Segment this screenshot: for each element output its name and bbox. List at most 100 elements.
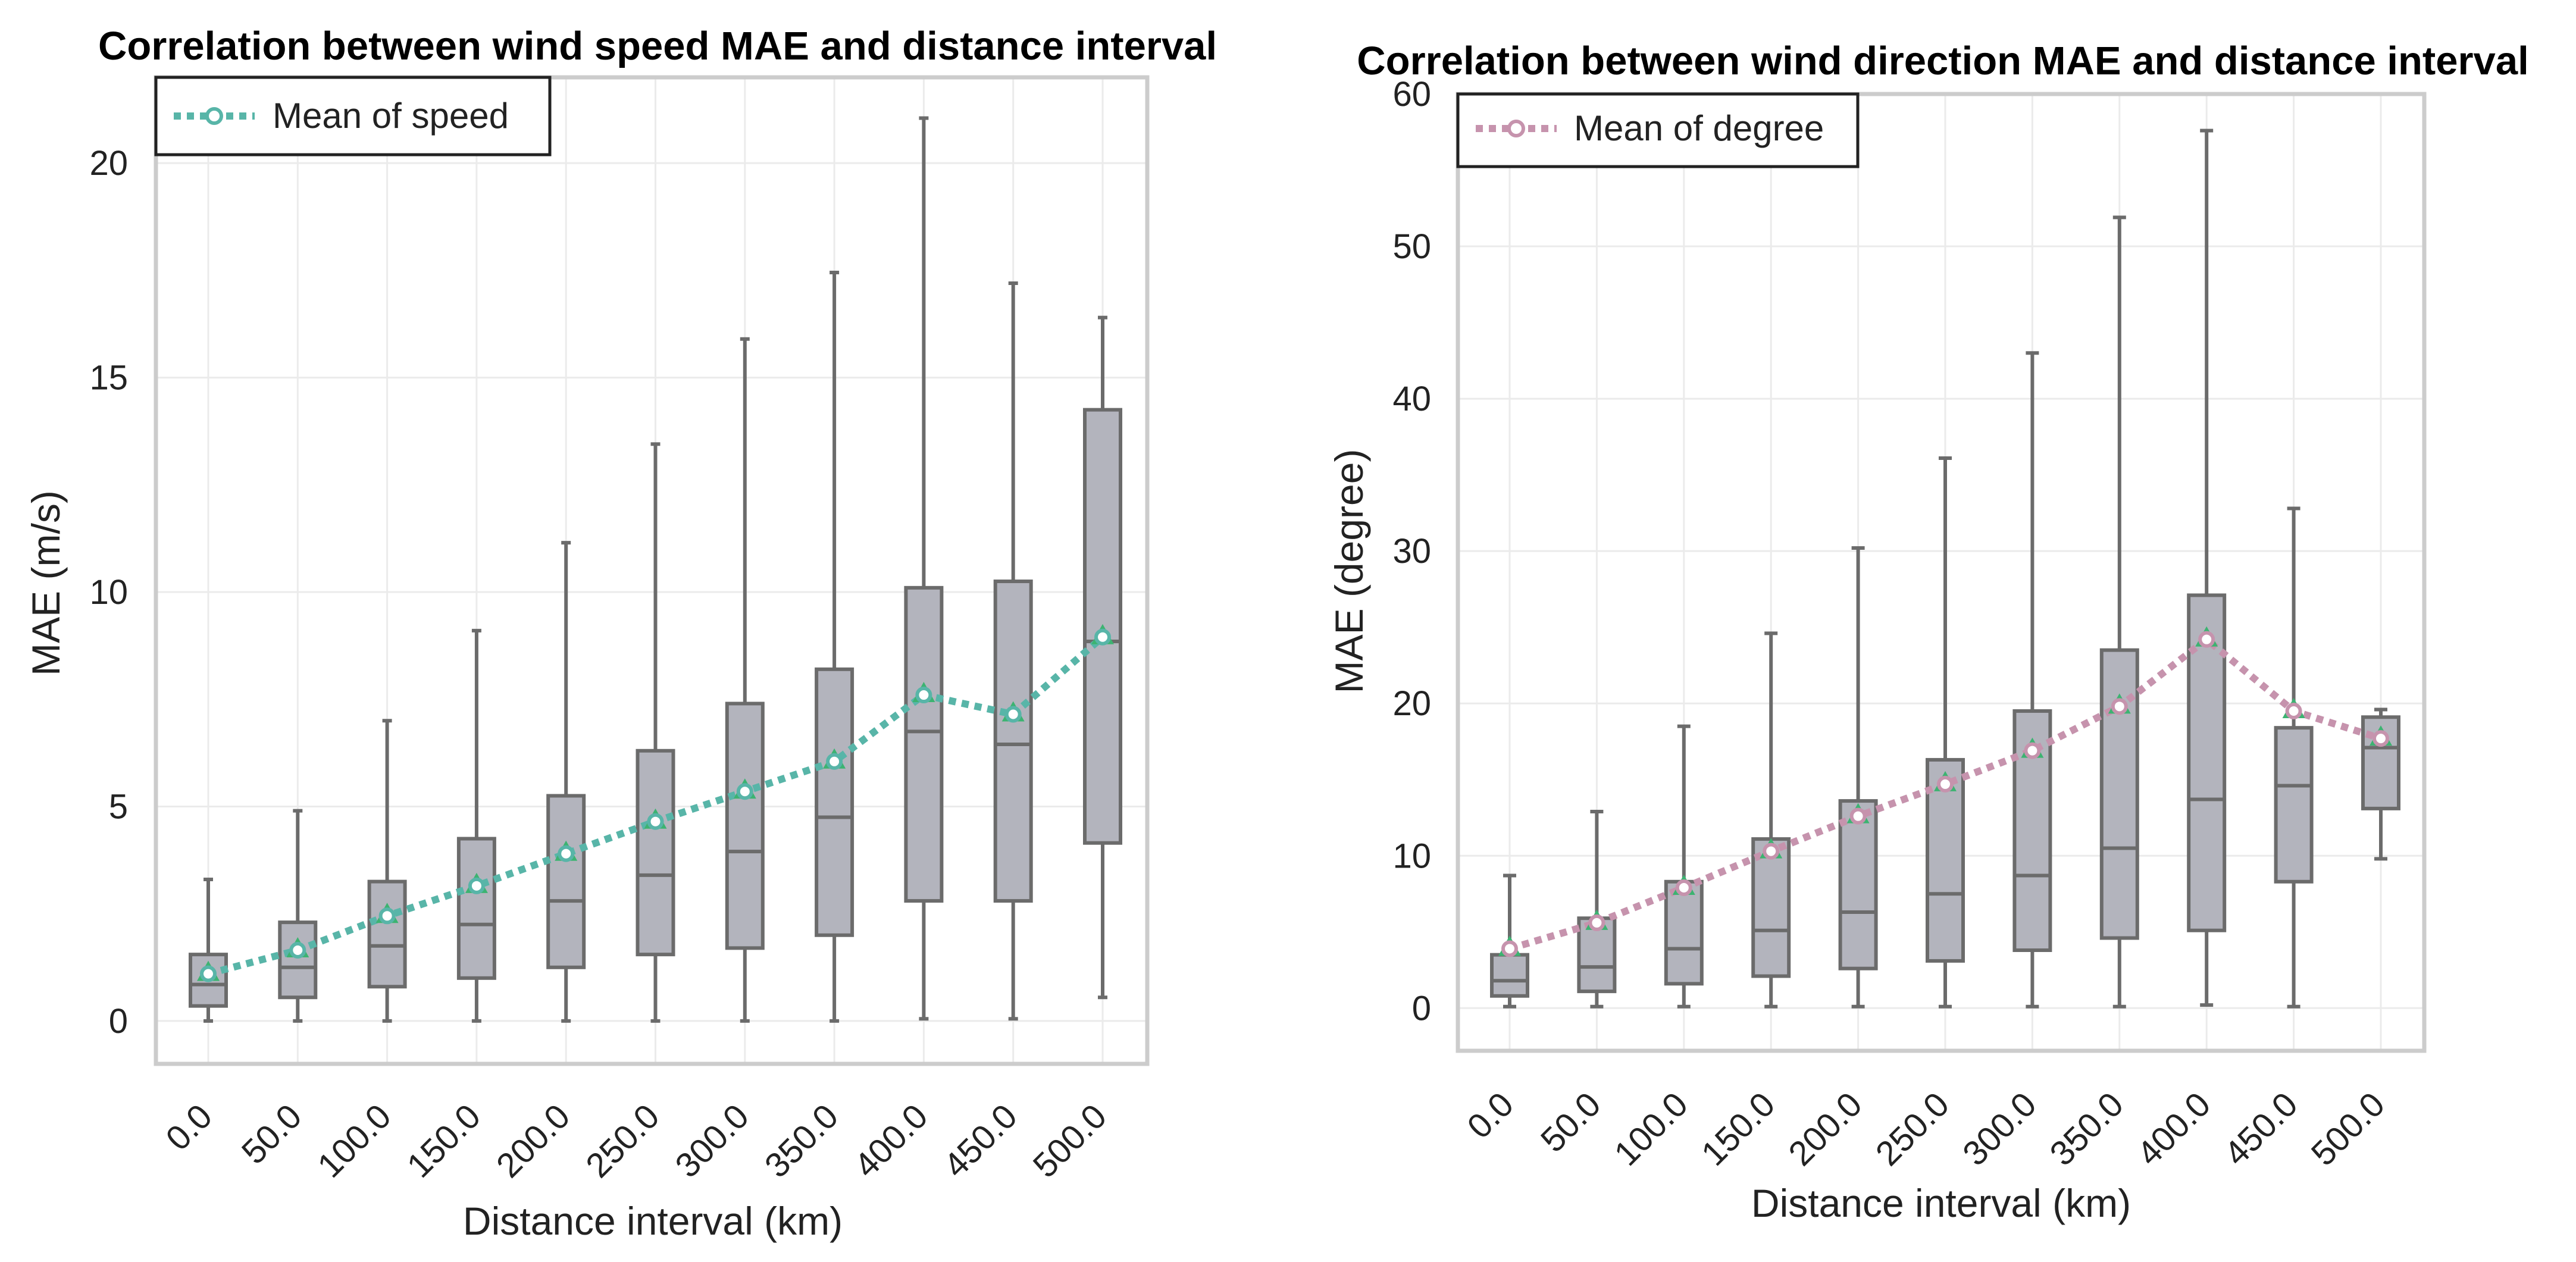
- direction-plot-frame: [1456, 92, 2427, 1053]
- speed-mean-point-2: [378, 907, 396, 925]
- speed-y-tick-label: 0: [109, 1002, 128, 1041]
- direction-mean-point-4: [1849, 807, 1867, 825]
- iqr-box: [1838, 799, 1878, 970]
- speed-legend-marker-icon: [205, 107, 223, 125]
- direction-box-6: [2012, 351, 2052, 1009]
- iqr-box: [815, 667, 855, 937]
- speed-y-tick-label: 5: [109, 787, 128, 826]
- direction-box-3: [1751, 631, 1791, 1009]
- direction-chart-title: Correlation between wind direction MAE a…: [1357, 39, 2528, 83]
- iqr-box: [367, 879, 407, 989]
- direction-x-tick-label: 0.0: [1460, 1085, 1521, 1146]
- speed-plot-frame: [154, 75, 1150, 1066]
- direction-mean-point-7: [2111, 698, 2128, 715]
- iqr-box: [546, 794, 586, 969]
- iqr-box: [1926, 757, 1965, 963]
- iqr-box: [278, 920, 318, 1000]
- speed-mean-point-4: [558, 845, 575, 862]
- speed-chart: Correlation between wind speed MAE and d…: [24, 24, 1217, 1243]
- speed-box-4: [546, 541, 586, 1023]
- speed-x-tick-label: 0.0: [158, 1097, 220, 1158]
- direction-y-tick-label: 50: [1392, 227, 1431, 266]
- speed-y-axis-label: MAE (m/s): [24, 490, 68, 676]
- direction-mean-point-1: [1588, 914, 1605, 931]
- direction-x-tick-label: 250.0: [1868, 1085, 1957, 1173]
- speed-x-axis-label: Distance interval (km): [463, 1199, 843, 1243]
- iqr-box: [725, 702, 765, 950]
- speed-x-tick-label: 350.0: [758, 1097, 846, 1185]
- direction-mean-point-5: [1937, 775, 1954, 793]
- direction-x-tick-label: 500.0: [2304, 1085, 2393, 1173]
- direction-box-1: [1577, 810, 1617, 1009]
- direction-box-9: [2274, 506, 2314, 1009]
- speed-mean-point-7: [826, 753, 843, 770]
- speed-x-tick-label: 500.0: [1026, 1097, 1115, 1185]
- direction-box-5: [1926, 456, 1965, 1009]
- iqr-box: [1490, 953, 1529, 998]
- speed-chart-title: Correlation between wind speed MAE and d…: [98, 24, 1217, 68]
- speed-mean-point-0: [200, 965, 217, 982]
- direction-y-tick-label: 30: [1392, 532, 1431, 571]
- direction-boxes: [1490, 129, 2400, 1009]
- iqr-box: [1751, 837, 1791, 978]
- direction-mean-point-9: [2285, 703, 2302, 720]
- speed-legend-label: Mean of speed: [273, 96, 509, 136]
- speed-x-tick-label: 200.0: [489, 1097, 578, 1185]
- speed-mean-point-9: [1004, 706, 1022, 723]
- direction-legend-label: Mean of degree: [1574, 108, 1824, 148]
- speed-x-tick-label: 450.0: [936, 1097, 1025, 1185]
- iqr-box: [456, 837, 496, 980]
- direction-box-7: [2099, 215, 2139, 1009]
- direction-x-ticks: 0.0 50.0100.0150.0200.0250.0300.0350.0400…: [1460, 1085, 2392, 1173]
- direction-y-ticks: 0 10 20 30 40 50 60: [1392, 75, 1431, 1028]
- iqr-box: [2099, 648, 2139, 940]
- speed-box-1: [278, 809, 318, 1023]
- speed-x-ticks: 0.0 50.0 100.0 150.0 200.0 250.0 300.0 350.0 400…: [158, 1097, 1114, 1185]
- direction-mean-point-0: [1501, 940, 1518, 957]
- speed-x-tick-label: 300.0: [668, 1097, 756, 1185]
- direction-mean-point-2: [1675, 879, 1692, 897]
- speed-box-5: [636, 442, 675, 1023]
- iqr-box: [636, 749, 675, 957]
- direction-x-axis-label: Distance interval (km): [1751, 1181, 2131, 1225]
- speed-mean-point-1: [289, 941, 306, 959]
- direction-mean-point-3: [1763, 843, 1780, 860]
- direction-y-tick-label: 20: [1392, 684, 1431, 723]
- speed-legend: Mean of speed: [154, 76, 552, 156]
- speed-box-8: [904, 116, 944, 1021]
- direction-mean-point-8: [2198, 631, 2215, 648]
- iqr-box: [904, 585, 944, 903]
- speed-mean-point-5: [647, 813, 664, 830]
- direction-mean-polyline: [1508, 634, 2382, 953]
- speed-box-3: [456, 628, 496, 1023]
- direction-x-tick-label: 100.0: [1607, 1085, 1695, 1173]
- speed-box-2: [367, 719, 407, 1023]
- speed-boxes: [189, 116, 1122, 1023]
- iqr-box: [993, 580, 1033, 903]
- speed-y-tick-label: 15: [89, 359, 128, 397]
- speed-mean-point-8: [915, 687, 932, 704]
- direction-mean-point-10: [2372, 730, 2389, 747]
- direction-x-tick-label: 200.0: [1781, 1085, 1870, 1173]
- direction-x-tick-label: 450.0: [2217, 1085, 2305, 1173]
- speed-mean-point-3: [468, 877, 485, 894]
- speed-box-0: [189, 878, 228, 1023]
- direction-y-tick-label: 40: [1392, 380, 1431, 418]
- speed-y-tick-label: 10: [89, 573, 128, 612]
- speed-y-tick-label: 20: [89, 144, 128, 183]
- speed-box-9: [993, 281, 1033, 1021]
- direction-x-tick-label: 50.0: [1533, 1085, 1608, 1160]
- iqr-box: [2274, 726, 2314, 884]
- speed-box-6: [725, 337, 765, 1023]
- speed-box-7: [815, 270, 855, 1023]
- iqr-box: [1664, 879, 1704, 986]
- speed-x-tick-label: 250.0: [578, 1097, 667, 1185]
- speed-mean-point-10: [1094, 628, 1111, 646]
- direction-y-tick-label: 60: [1392, 75, 1431, 114]
- speed-x-tick-label: 100.0: [310, 1097, 399, 1185]
- direction-x-tick-label: 300.0: [1955, 1085, 2044, 1173]
- speed-x-tick-label: 50.0: [234, 1097, 309, 1172]
- direction-box-2: [1664, 724, 1704, 1009]
- direction-y-axis-label: MAE (degree): [1327, 449, 1371, 694]
